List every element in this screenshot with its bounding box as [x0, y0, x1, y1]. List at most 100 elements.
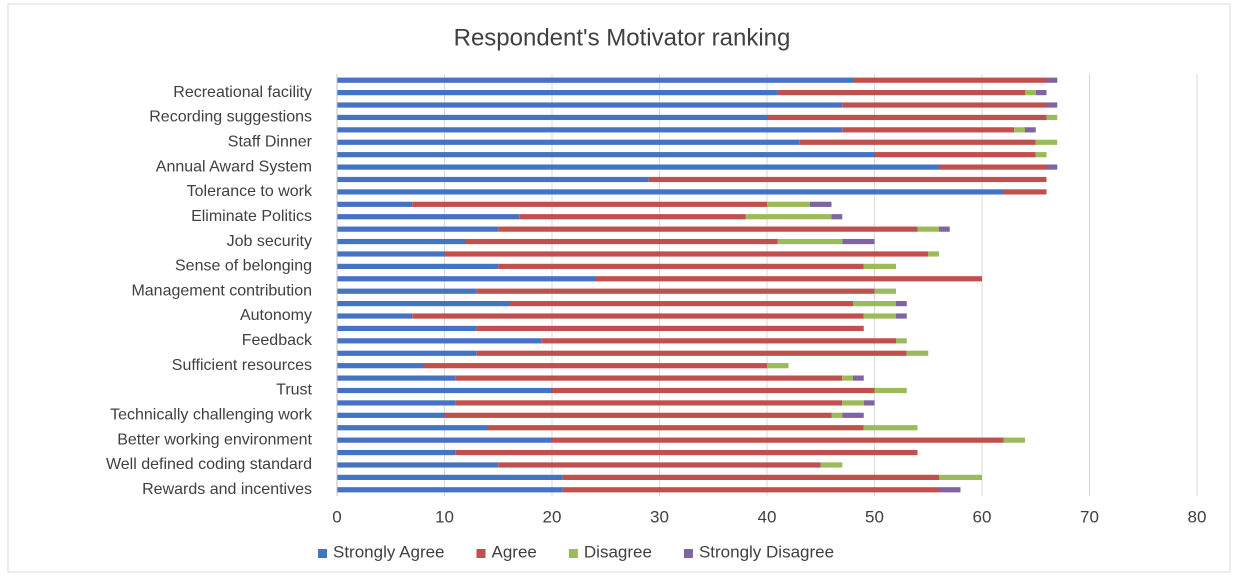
x-tick-label: 60 — [973, 507, 992, 526]
x-tick-label: 80 — [1188, 507, 1207, 526]
bar-segment — [831, 412, 843, 418]
x-tick-label: 70 — [1080, 507, 1099, 526]
bar-segment — [444, 251, 929, 257]
bar-segment — [444, 412, 832, 418]
bar-segment — [853, 375, 864, 381]
bar-segment — [337, 301, 509, 307]
bar-segment — [337, 325, 477, 332]
bar-segment — [337, 474, 563, 480]
bar-segment — [337, 263, 499, 269]
bar-segment — [337, 152, 875, 158]
legend-swatch — [318, 549, 327, 558]
bar-segment — [1003, 189, 1047, 195]
y-tick-label: Well defined coding standard — [106, 456, 312, 473]
bar-segment — [337, 189, 1004, 195]
bar-segment — [767, 363, 789, 369]
bar-segment — [337, 114, 767, 121]
bar-segment — [1046, 164, 1058, 170]
bar-segment — [939, 487, 961, 493]
chart-title: Respondent's Motivator ranking — [454, 24, 791, 51]
bar-segment — [853, 77, 1047, 83]
y-tick-label: Job security — [227, 233, 312, 250]
bar-segment — [874, 152, 1036, 158]
bar-segment — [799, 139, 1036, 145]
bar-segment — [337, 462, 499, 468]
bar-segment — [874, 288, 896, 294]
y-tick-label: Management contribution — [131, 282, 312, 299]
bar-segment — [745, 214, 832, 220]
bar-segment — [1046, 114, 1058, 121]
bar-segment — [1014, 127, 1025, 133]
y-tick-label: Rewards and incentives — [142, 481, 312, 498]
x-tick-label: 40 — [758, 507, 777, 526]
bar-segment — [842, 412, 864, 418]
y-tick-label: Staff Dinner — [228, 133, 313, 150]
bar-segment — [939, 164, 1047, 170]
legend-label: Agree — [492, 542, 537, 561]
legend-swatch — [476, 549, 486, 558]
bar-segment — [767, 201, 810, 207]
bar-segment — [337, 214, 520, 220]
bar-segment — [767, 114, 1047, 121]
bar-segment — [1025, 127, 1036, 133]
y-tick-label: Trust — [276, 382, 312, 399]
x-tick-label: 50 — [865, 507, 884, 526]
bar-segment — [939, 474, 982, 480]
bar-segment — [648, 176, 1047, 183]
bar-segment — [595, 276, 982, 282]
bar-segment — [337, 425, 488, 431]
bar-segment — [842, 238, 875, 245]
bar-segment — [337, 487, 563, 493]
bar-segment — [498, 462, 821, 468]
bar-segment — [476, 288, 875, 294]
y-tick-label: Technically challenging work — [110, 407, 313, 424]
bar-segment — [337, 238, 466, 245]
bar-segment — [777, 90, 1025, 96]
bar-segment — [337, 449, 456, 456]
bar-segment — [337, 139, 800, 145]
y-tick-label: Autonomy — [240, 307, 312, 324]
bar-segment — [337, 412, 445, 418]
legend-swatch — [568, 549, 578, 558]
bar-segment — [562, 474, 939, 480]
bar-segment — [842, 375, 853, 381]
bar-segment — [552, 387, 875, 394]
bar-segment — [455, 400, 843, 406]
bar-segment — [509, 301, 853, 307]
bar-segment — [498, 263, 864, 269]
bar-segment — [896, 313, 907, 319]
bar-segment — [337, 77, 853, 83]
bar-segment — [487, 425, 864, 431]
bar-segment — [455, 449, 918, 456]
bar-segment — [863, 400, 875, 406]
bar-segment — [541, 338, 896, 344]
bar-segment — [412, 313, 864, 319]
bar-segment — [498, 226, 918, 232]
bar-segment — [853, 301, 896, 307]
bar-segment — [337, 387, 552, 394]
bar-segment — [842, 400, 864, 406]
bar-segment — [1046, 102, 1058, 108]
bar-segment — [1046, 77, 1058, 83]
bar-segment — [423, 363, 767, 369]
bar-segment — [337, 102, 843, 108]
bar-segment — [337, 437, 552, 443]
bar-segment — [337, 90, 778, 96]
bar-segment — [842, 102, 1047, 108]
bar-segment — [337, 276, 595, 282]
bar-segment — [820, 462, 843, 468]
bar-segment — [863, 425, 918, 431]
bar-segment — [466, 238, 778, 245]
bar-segment — [917, 226, 939, 232]
bar-segment — [337, 127, 843, 133]
bar-segment — [519, 214, 746, 220]
bar-segment — [337, 288, 477, 294]
bar-segment — [337, 313, 413, 319]
bar-segment — [337, 251, 445, 257]
bar-segment — [1035, 139, 1058, 145]
x-tick-label: 30 — [650, 507, 669, 526]
bar-segment — [863, 263, 896, 269]
bar-segment — [337, 363, 423, 369]
bar-segment — [1035, 90, 1047, 96]
bar-segment — [906, 350, 929, 356]
